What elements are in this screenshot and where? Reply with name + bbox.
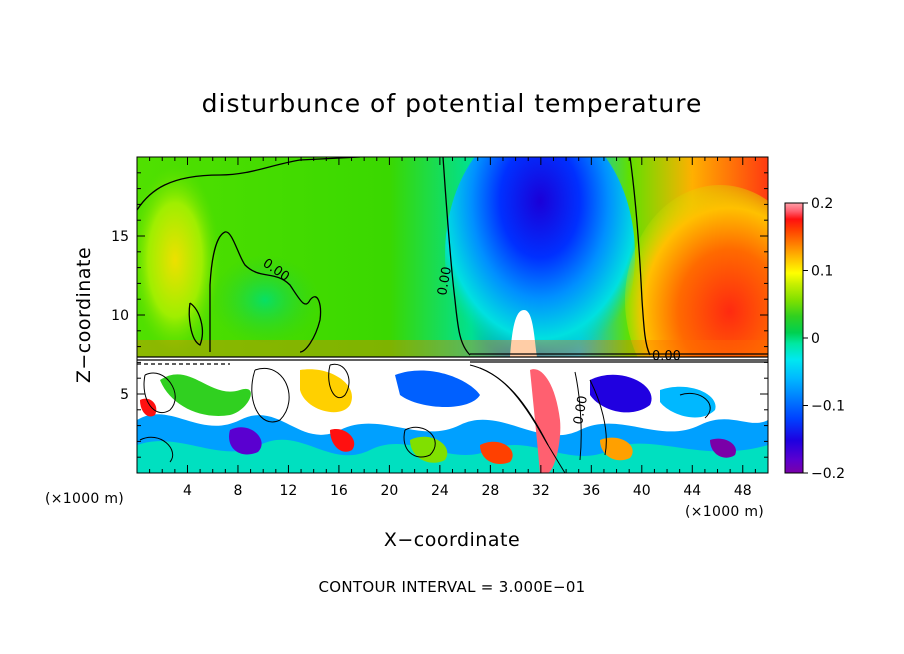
contour-interval-note: CONTOUR INTERVAL = 3.000E−01 bbox=[318, 578, 585, 596]
colorbar-ticks: 0.2 0.1 0 −0.1 −0.2 bbox=[803, 196, 845, 482]
white-plume bbox=[510, 310, 537, 357]
colorbar-tick-label: 0 bbox=[811, 331, 820, 347]
x-tick-label: 8 bbox=[233, 483, 242, 499]
x-tick-label: 28 bbox=[481, 483, 499, 499]
x-tick-label: 24 bbox=[431, 483, 449, 499]
colorbar-tick-label: 0.2 bbox=[811, 196, 833, 212]
left-green-region bbox=[210, 255, 320, 345]
y-tick-label: 5 bbox=[120, 387, 129, 403]
x-tick-label: 20 bbox=[380, 483, 398, 499]
x-unit-left: (×1000 m) bbox=[45, 491, 124, 507]
colorbar-tick-label: −0.1 bbox=[811, 399, 845, 415]
x-tick-label: 44 bbox=[683, 483, 701, 499]
left-warm-region bbox=[137, 165, 220, 355]
x-tick-label: 40 bbox=[633, 483, 651, 499]
lower-contours bbox=[139, 363, 711, 473]
colorbar bbox=[785, 203, 803, 473]
x-tick-label: 12 bbox=[280, 483, 298, 499]
heatmap-field: 0.00 0.00 0.00 0.00 bbox=[137, 157, 768, 473]
y-tick-label: 10 bbox=[111, 308, 129, 324]
x-tick-label: 32 bbox=[532, 483, 550, 499]
contour-label: 0.00 bbox=[571, 395, 591, 426]
y-tick-label: 15 bbox=[111, 229, 129, 245]
boundary-band bbox=[137, 340, 768, 357]
contour-label: 0.00 bbox=[435, 266, 455, 297]
lower-turbulence bbox=[137, 369, 768, 473]
y-axis-label: Z−coordinate bbox=[73, 247, 95, 383]
x-unit-right: (×1000 m) bbox=[685, 504, 764, 520]
colorbar-tick-label: 0.1 bbox=[811, 264, 833, 280]
x-tick-label: 4 bbox=[183, 483, 192, 499]
x-tick-label: 48 bbox=[734, 483, 752, 499]
zero-contours bbox=[137, 157, 651, 356]
boundary-contours bbox=[137, 353, 768, 365]
x-tick-label: 36 bbox=[582, 483, 600, 499]
colorbar-tick-label: −0.2 bbox=[811, 466, 845, 482]
contour-label: 0.00 bbox=[652, 349, 681, 364]
chart-title: disturbunce of potential temperature bbox=[202, 89, 703, 118]
x-axis-label: X−coordinate bbox=[384, 529, 520, 551]
x-tick-label: 16 bbox=[330, 483, 348, 499]
cold-anomaly-region bbox=[445, 157, 635, 390]
